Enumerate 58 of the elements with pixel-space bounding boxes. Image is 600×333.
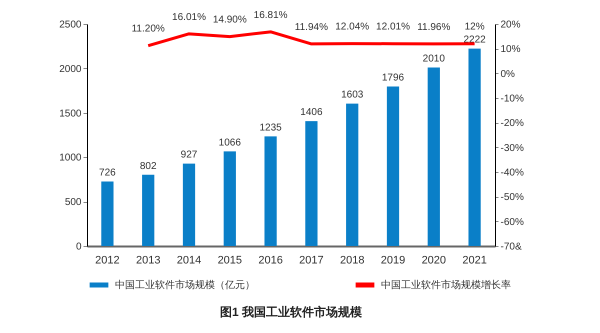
data-label: 11.94% xyxy=(294,22,328,33)
data-label: 1235 xyxy=(259,122,282,134)
y-tick-label: 0 xyxy=(76,242,82,252)
data-label: 12% xyxy=(464,22,485,33)
data-label: 1406 xyxy=(300,107,323,118)
y2-tick-label: -10% xyxy=(500,94,524,104)
data-label: 2010 xyxy=(422,54,446,65)
bar xyxy=(264,136,277,246)
bar xyxy=(468,48,481,246)
y2-tick-label: -60% xyxy=(500,216,524,228)
data-label: 927 xyxy=(180,150,198,161)
y2-tick-label: -70& xyxy=(500,242,522,252)
data-label: 16.81% xyxy=(254,10,288,21)
y-tick-label: 500 xyxy=(64,197,82,208)
x-tick-label: 2020 xyxy=(422,254,446,266)
legend-label: 中国工业软件市场规模增长率 xyxy=(381,279,511,291)
y-tick-label: 1500 xyxy=(59,108,82,120)
bar xyxy=(101,182,114,246)
x-tick-label: 2014 xyxy=(176,254,202,266)
bar xyxy=(428,68,440,246)
y2-tick-label: 10% xyxy=(500,44,521,56)
text: 图1 我国工业软件市场规模 xyxy=(220,305,362,319)
bar xyxy=(142,174,154,246)
x-tick-label: 2019 xyxy=(380,254,406,266)
data-label: 12.01% xyxy=(376,22,410,33)
x-tick-label: 2016 xyxy=(258,254,283,266)
data-label: 2222 xyxy=(463,34,486,46)
data-label: 802 xyxy=(140,160,157,172)
y2-tick-label: 20% xyxy=(500,20,521,30)
data-label: 14.90% xyxy=(212,14,247,26)
y-tick-label: 1000 xyxy=(59,152,82,164)
x-tick-label: 2012 xyxy=(95,254,120,266)
y-tick-label: 2000 xyxy=(59,64,82,75)
data-label: 726 xyxy=(99,168,116,179)
x-tick-label: 2018 xyxy=(340,254,364,266)
y-tick-label: 2500 xyxy=(59,20,82,30)
y2-tick-label: -20% xyxy=(500,118,524,130)
x-tick-label: 2013 xyxy=(136,254,160,266)
x-tick-label: 2021 xyxy=(462,254,487,266)
y2-tick-label: -40% xyxy=(500,168,524,178)
y2-tick-label: -50% xyxy=(500,192,524,204)
y2-tick-label: -30% xyxy=(500,142,524,154)
data-label: 11.96% xyxy=(417,22,450,33)
bar xyxy=(305,121,318,246)
bar xyxy=(182,164,196,246)
y2-tick-label: 0% xyxy=(500,68,516,80)
legend-label: 中国工业软件市场规模（亿元） xyxy=(115,279,255,291)
data-label: 1066 xyxy=(218,137,242,148)
data-label: 1796 xyxy=(382,72,405,84)
data-label: 16.01% xyxy=(172,12,206,23)
bar xyxy=(224,151,236,246)
bar xyxy=(346,104,358,246)
x-tick-label: 2015 xyxy=(218,254,242,266)
data-label: 12.04% xyxy=(335,22,370,33)
x-tick-label: 2017 xyxy=(299,254,324,266)
data-label: 11.20% xyxy=(132,24,165,35)
data-label: 1603 xyxy=(341,90,364,101)
bar xyxy=(386,86,400,246)
